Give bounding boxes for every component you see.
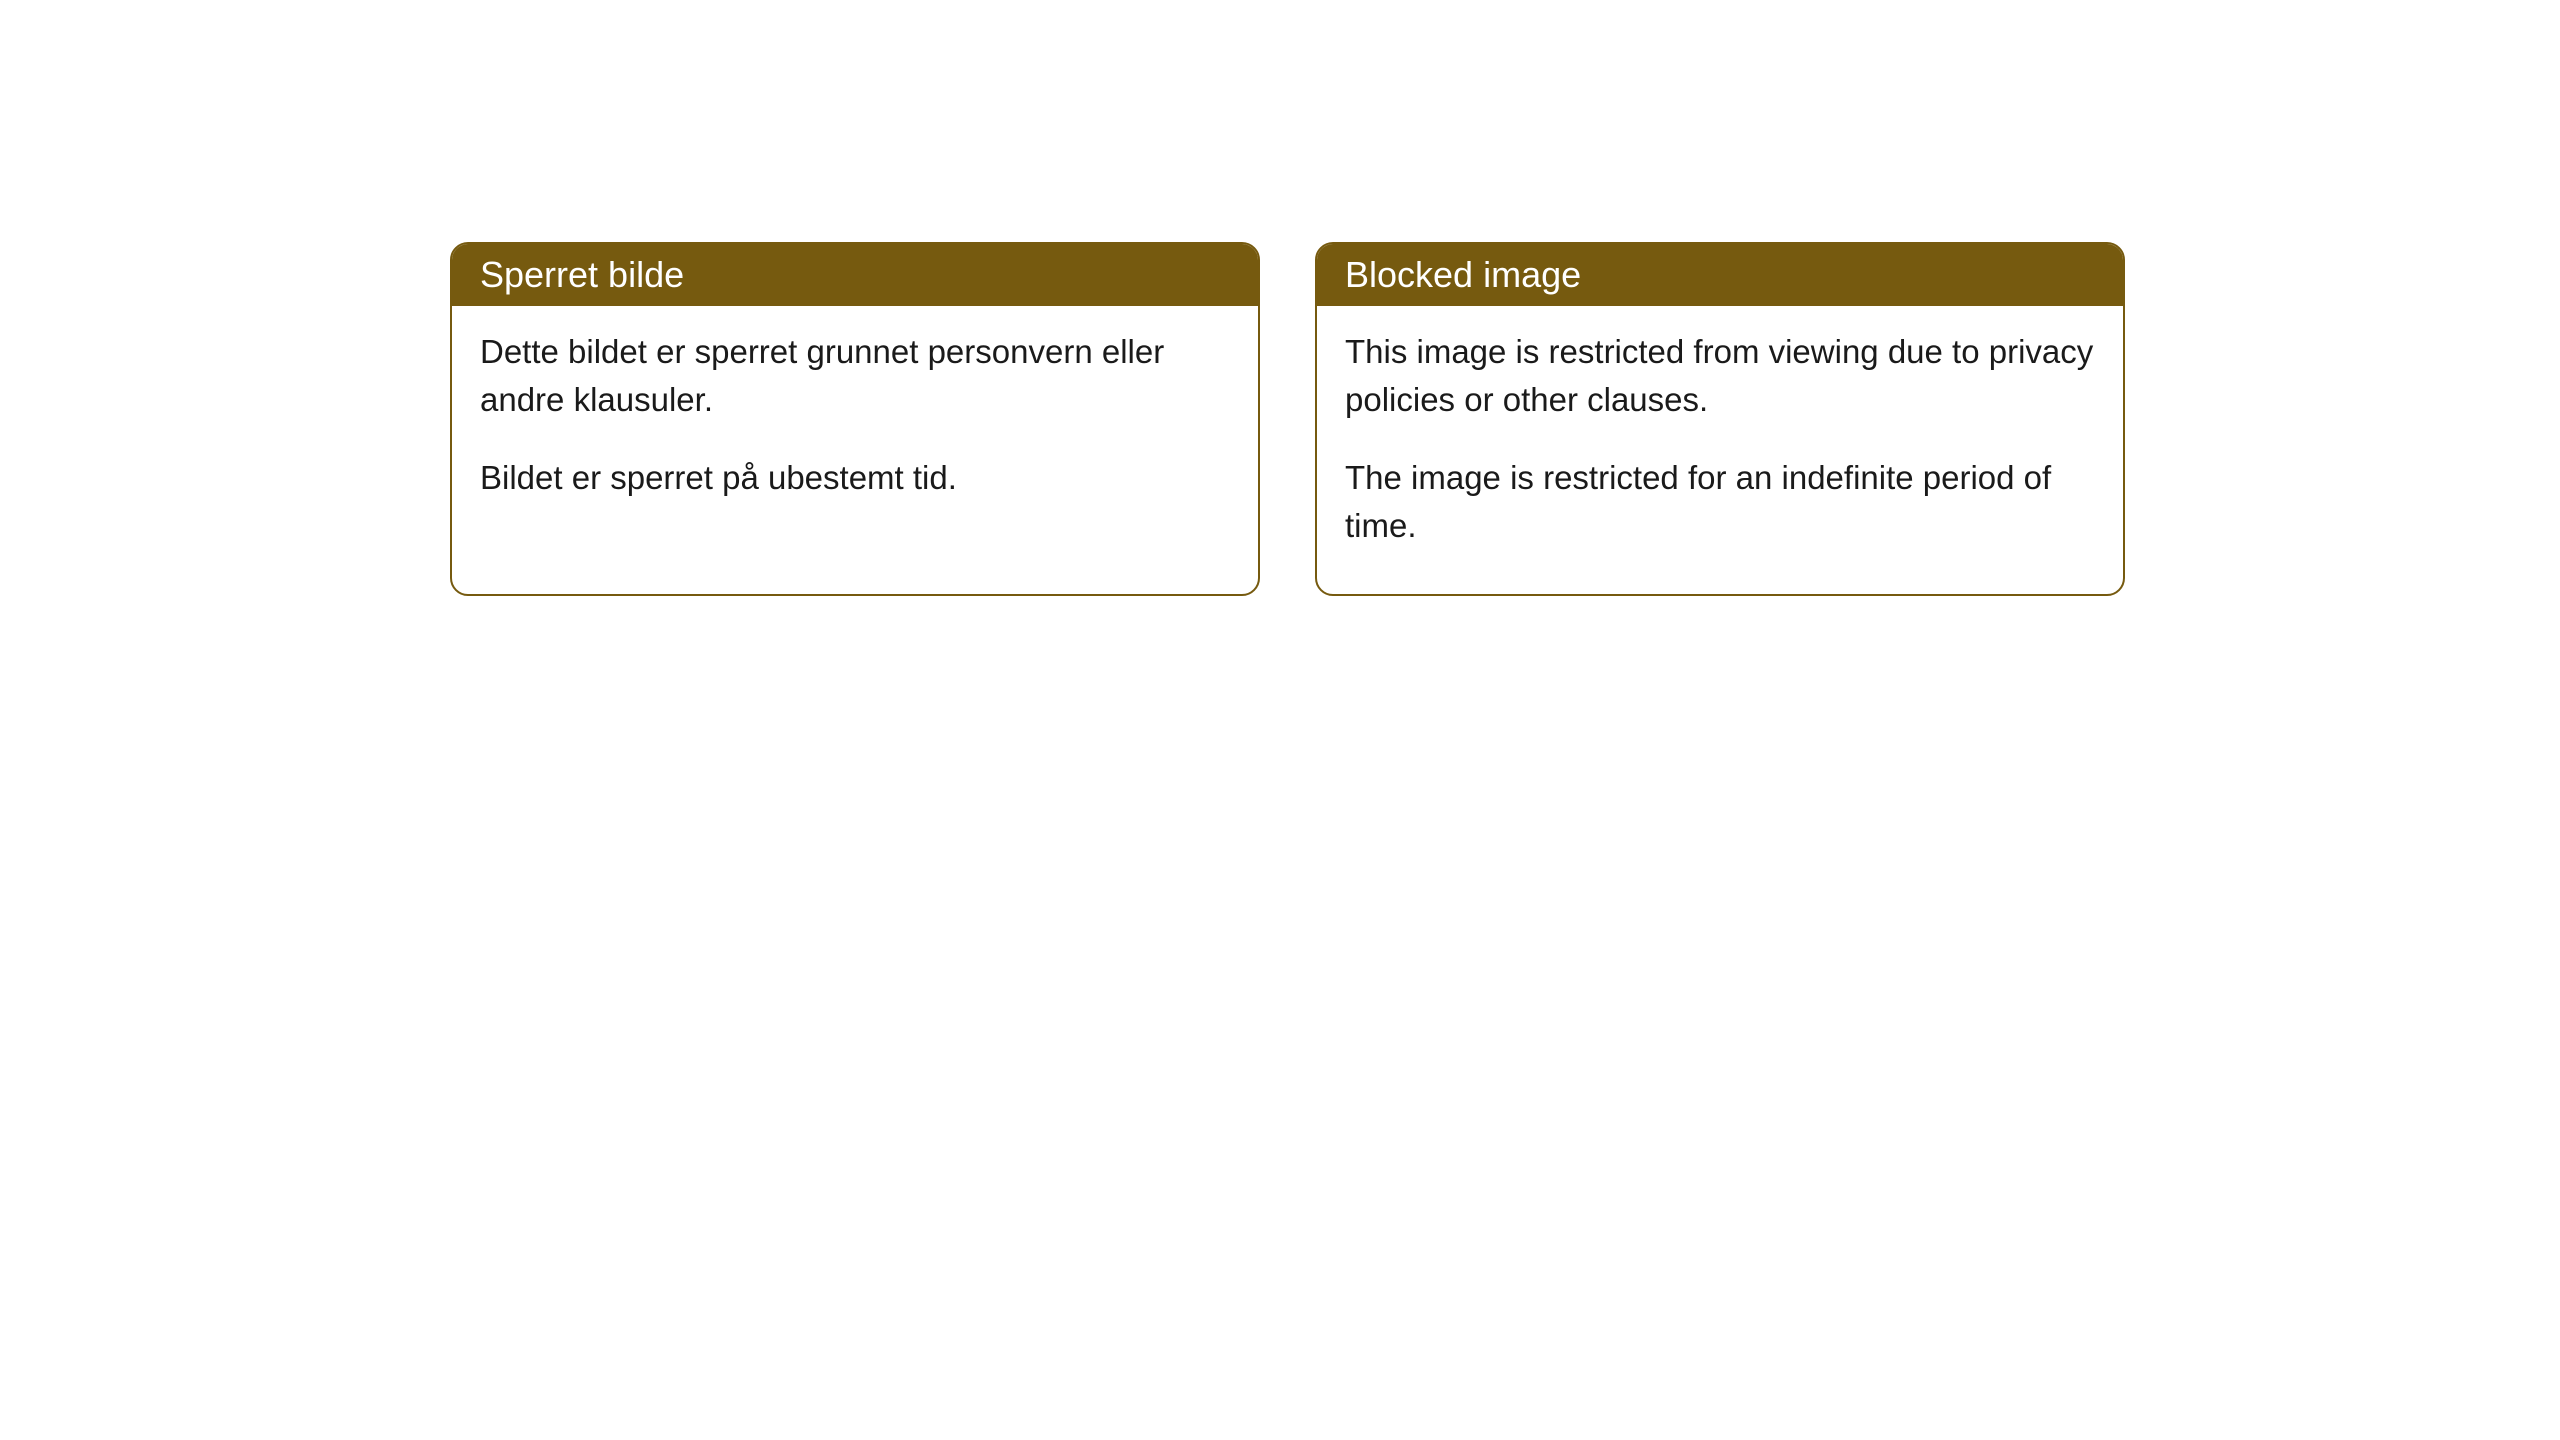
card-paragraph: This image is restricted from viewing du… — [1345, 328, 2095, 424]
card-paragraph: Bildet er sperret på ubestemt tid. — [480, 454, 1230, 502]
notice-card-english: Blocked image This image is restricted f… — [1315, 242, 2125, 596]
card-title: Blocked image — [1345, 254, 1581, 295]
notice-cards-container: Sperret bilde Dette bildet er sperret gr… — [450, 242, 2125, 596]
card-title: Sperret bilde — [480, 254, 684, 295]
card-paragraph: Dette bildet er sperret grunnet personve… — [480, 328, 1230, 424]
card-body-english: This image is restricted from viewing du… — [1317, 306, 2123, 594]
notice-card-norwegian: Sperret bilde Dette bildet er sperret gr… — [450, 242, 1260, 596]
card-body-norwegian: Dette bildet er sperret grunnet personve… — [452, 306, 1258, 547]
card-paragraph: The image is restricted for an indefinit… — [1345, 454, 2095, 550]
card-header-norwegian: Sperret bilde — [452, 244, 1258, 306]
card-header-english: Blocked image — [1317, 244, 2123, 306]
